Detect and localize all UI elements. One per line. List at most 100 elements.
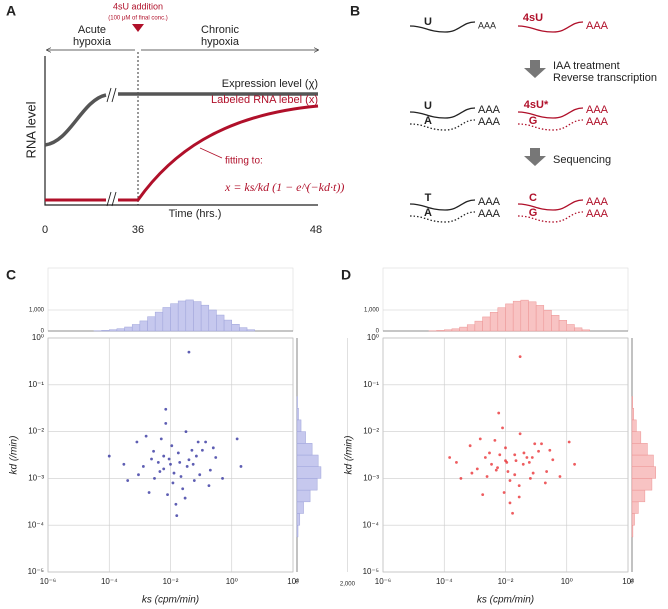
point [494,468,498,472]
point [175,514,179,518]
histogram-bar [208,309,217,332]
x-tick-label: 10⁻⁶ [40,577,56,586]
point [166,493,169,497]
histogram-bar [631,466,656,479]
histogram-bar [131,324,141,332]
point [200,448,204,452]
point [198,473,202,477]
y-tick-label: 0 [41,329,45,335]
point [164,421,168,425]
point [551,458,555,462]
point [521,462,525,466]
step-arrow [524,148,546,166]
y-axis-label: kd (/min) [344,436,355,475]
histogram-bar [116,328,125,332]
tail-label: AAA [478,208,501,220]
base-label: 4sU* [524,99,549,111]
tail-label: AAA [586,208,609,220]
x-tick-label: 36 [132,224,144,236]
point [159,437,163,441]
point [518,355,522,359]
point [522,451,526,455]
x-tick-label: 10⁻² [498,577,514,586]
y-tick-label: 10⁻⁵ [363,567,379,576]
x-tick-label: 2,000 [340,582,356,588]
histogram-bar [444,329,453,332]
histogram-bar [239,327,248,332]
y-tick-label: 1,000 [364,308,380,314]
phase-label: Chronic [201,24,239,36]
point [190,448,194,452]
histogram-bar [451,328,460,332]
rna-strand [409,107,476,119]
point [239,465,243,468]
point [235,437,239,441]
histogram-bar [101,330,110,332]
point [470,471,474,475]
histogram-bar [535,305,545,332]
base-label: T [425,192,432,204]
phase-label: hypoxia [201,36,240,48]
point [191,462,195,466]
rna-strand [517,107,584,119]
histogram-bar [246,329,255,332]
point [152,449,155,453]
histogram-bar [296,478,318,491]
point [558,475,562,478]
point [508,501,512,505]
x-tick-label: 10⁰ [226,577,238,586]
point [493,438,497,442]
point [459,477,463,480]
point [475,467,479,471]
histogram-bar [296,501,304,514]
histogram-bar [528,301,537,332]
x-tick-label: 10² [622,577,634,586]
tail-label: AAA [586,116,609,128]
series-label: Labeled RNA lebel (x) [211,94,318,106]
x-axis-label: ks (cpm/min) [477,595,534,606]
x-tick-label: 10² [287,577,299,586]
axes [44,56,318,206]
point [171,481,175,485]
histogram-bar [296,466,322,479]
point [508,479,512,482]
point [468,444,472,448]
histogram-bar [631,524,634,538]
histogram-bar [170,303,179,332]
event-label: 4sU addition [113,1,163,11]
x-axis-label: Time (hrs.) [169,208,222,220]
histogram-bar [631,431,642,444]
point [137,473,140,477]
dna-strand [409,211,476,223]
histogram-bar [631,501,639,514]
y-tick-label: 0 [376,329,380,335]
point [540,442,543,446]
point [573,462,576,466]
point [172,471,176,475]
histogram-bar [520,299,529,332]
panel-label: D [341,267,351,283]
histogram-bar [162,307,171,332]
point [167,457,171,461]
y-tick-label: 10⁻¹ [28,380,44,389]
rna-strand [517,21,584,33]
point [169,462,172,466]
x-tick-label: 0 [42,224,48,236]
histogram-bar [296,396,298,409]
histogram-bar [139,320,148,332]
point [511,511,514,515]
point [530,456,534,459]
point [162,467,166,471]
histogram-bar [231,324,240,332]
histogram-bar [296,431,306,444]
histogram-bar [296,489,311,503]
point [107,454,111,458]
histogram-bar [177,300,187,332]
point [517,495,521,499]
x-tick-label: 10⁻² [163,577,179,586]
point [455,460,458,464]
histogram-bar [566,324,575,332]
histogram-bar [193,301,202,332]
panel-a: A 4sU addition (100 μM of final conc.) A… [6,1,344,236]
histogram-bar [296,524,299,538]
